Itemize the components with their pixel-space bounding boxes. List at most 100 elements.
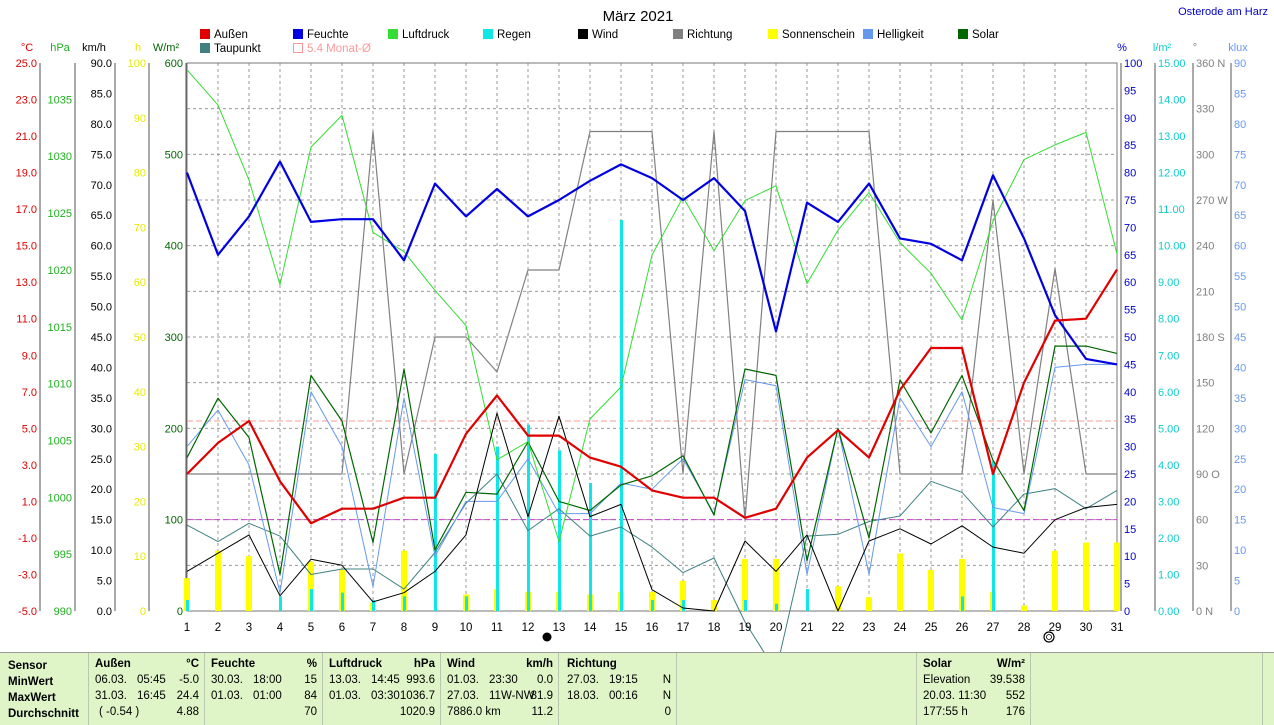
right-axis-tick: 11.00 xyxy=(1158,204,1185,216)
rain-bar xyxy=(992,461,995,611)
x-tick-label: 27 xyxy=(987,622,1000,634)
right-axis-tick: 0 N xyxy=(1196,606,1213,618)
x-tick-label: 23 xyxy=(863,622,876,634)
rain-bar xyxy=(527,424,530,611)
left-axis-unit: W/m² xyxy=(153,42,180,54)
x-tick-label: 18 xyxy=(708,622,721,634)
full-moon-icon-inner xyxy=(1046,634,1052,640)
stats-richtung-min-date: 27.03. xyxy=(567,674,599,686)
right-axis-tick: 60 xyxy=(1234,241,1246,253)
sunshine-bar xyxy=(773,558,779,611)
stats-wind-avg-note: 7886.0 km xyxy=(447,706,501,718)
left-axis-tick: 600 xyxy=(165,58,183,70)
legend: Außen Feuchte Luftdruck Regen Wind Richtung So… xyxy=(200,29,999,55)
left-axis-tick: 45.0 xyxy=(91,332,112,344)
stats-aussen-min-time: 05:45 xyxy=(137,674,166,686)
right-axes: %100959085807570656055504540353025201510… xyxy=(1117,42,1248,618)
left-axis-tick: 1010 xyxy=(48,379,72,391)
legend-swatch xyxy=(958,29,968,39)
right-axis-tick: 1.00 xyxy=(1158,569,1179,581)
legend-swatch xyxy=(293,43,303,53)
stats-luftdruck-avg-val: 1020.9 xyxy=(399,706,435,718)
left-axis-tick: 400 xyxy=(165,241,183,253)
sunshine-bar xyxy=(928,569,934,611)
rain-bar xyxy=(279,596,282,611)
left-axis-tick: 200 xyxy=(165,423,183,435)
row-label-sensor: Sensor xyxy=(8,660,47,672)
right-axis-tick: 95 xyxy=(1124,85,1136,97)
right-axis-tick: 2.00 xyxy=(1158,533,1179,545)
left-axis-tick: 1005 xyxy=(48,435,72,447)
left-axis-tick: 300 xyxy=(165,332,183,344)
stats-empty xyxy=(676,653,917,725)
stats-luftdruck-max-time: 03:30 xyxy=(371,690,400,702)
right-axis-tick: 3.00 xyxy=(1158,496,1179,508)
sunshine-bar xyxy=(339,569,345,611)
sunshine-bar xyxy=(959,558,965,611)
right-axis-tick: 65 xyxy=(1234,210,1246,222)
left-axis-tick: 5.0 xyxy=(97,576,112,588)
left-axis-tick: 70 xyxy=(134,222,146,234)
right-axis-unit: % xyxy=(1117,42,1127,54)
sunshine-bar xyxy=(1021,605,1027,611)
x-tick-label: 20 xyxy=(770,622,783,634)
right-axis-tick: 100 xyxy=(1124,58,1142,70)
stats-wind: Wind km/h 01.03. 23:30 0.0 27.03. 11W-NW… xyxy=(440,653,559,725)
right-axis-tick: 50 xyxy=(1124,332,1136,344)
x-tick-label: 16 xyxy=(646,622,659,634)
sunshine-bar xyxy=(184,578,190,611)
left-axis-tick: 9.0 xyxy=(22,350,37,362)
right-axis-tick: 15 xyxy=(1234,515,1246,527)
series-line-richtung xyxy=(187,130,1117,521)
series-line-wind xyxy=(186,412,1118,612)
legend-swatch xyxy=(578,29,588,39)
right-axis-tick: 80 xyxy=(1234,119,1246,131)
right-axis-unit: klux xyxy=(1228,42,1248,54)
right-axis-tick: 10.00 xyxy=(1158,241,1186,253)
right-axis-tick: 270 W xyxy=(1196,195,1228,207)
row-label-min: MinWert xyxy=(8,676,54,688)
stats-end xyxy=(1262,653,1274,725)
left-axis-tick: 1025 xyxy=(48,208,72,220)
left-axis-tick: 20 xyxy=(134,496,146,508)
stats-feuchte-min-date: 30.03. xyxy=(211,674,243,686)
legend-label: Helligkeit xyxy=(877,29,924,41)
stats-aussen-max-date: 31.03. xyxy=(95,690,127,702)
right-axis-tick: 9.00 xyxy=(1158,277,1179,289)
legend-swatch xyxy=(483,29,493,39)
left-axis-tick: 0 xyxy=(140,606,146,618)
right-axis-tick: 45 xyxy=(1124,359,1136,371)
stats-richtung-avg-val: 0 xyxy=(664,706,671,718)
left-axis-unit: °C xyxy=(21,42,33,54)
sunshine-bar xyxy=(308,561,314,611)
stats-solar: Solar W/m² Elevation 39.538 20.03. 11:30… xyxy=(916,653,1031,725)
x-tick-label: 7 xyxy=(370,622,376,634)
right-axis-tick: 90 xyxy=(1234,58,1246,70)
x-tick-label: 22 xyxy=(832,622,845,634)
right-axis-tick: 0 xyxy=(1124,606,1130,618)
stats-luftdruck-title: Luftdruck xyxy=(329,658,383,670)
left-axis-unit: h xyxy=(135,42,141,54)
right-axis-tick: 0 xyxy=(1234,606,1240,618)
stats-aussen-min-date: 06.03. xyxy=(95,674,127,686)
stats-aussen-max-val: 24.4 xyxy=(176,690,199,702)
x-tick-label: 31 xyxy=(1111,622,1124,634)
plot-area: 1 2 3 4 5 6 7 8 9 10 11 12 13 14 15 16 17 18 19 20 21 22 23 24 2… xyxy=(184,62,1124,652)
left-axis-tick: -1.0 xyxy=(18,533,37,545)
x-tick-label: 25 xyxy=(925,622,938,634)
left-axis-tick: 100 xyxy=(128,58,146,70)
right-axis-tick: 0.00 xyxy=(1158,606,1179,618)
left-axis-tick: 65.0 xyxy=(91,210,112,222)
x-tick-label: 5 xyxy=(308,622,314,634)
right-axis-tick: 55 xyxy=(1124,305,1136,317)
left-axis-unit: hPa xyxy=(50,42,70,54)
full-moon-icon xyxy=(1043,631,1055,643)
stats-wind-max-val: 81.9 xyxy=(530,690,553,702)
stats-wind-avg-val: 11.2 xyxy=(531,706,553,718)
right-axis-tick: 15.00 xyxy=(1158,58,1186,70)
stats-solar-max-val: 552 xyxy=(1005,690,1025,702)
x-tick-label: 29 xyxy=(1049,622,1062,634)
left-axis-tick: 40.0 xyxy=(91,362,112,374)
sunshine-bar xyxy=(742,558,748,611)
right-axis-tick: 60 xyxy=(1196,515,1208,527)
